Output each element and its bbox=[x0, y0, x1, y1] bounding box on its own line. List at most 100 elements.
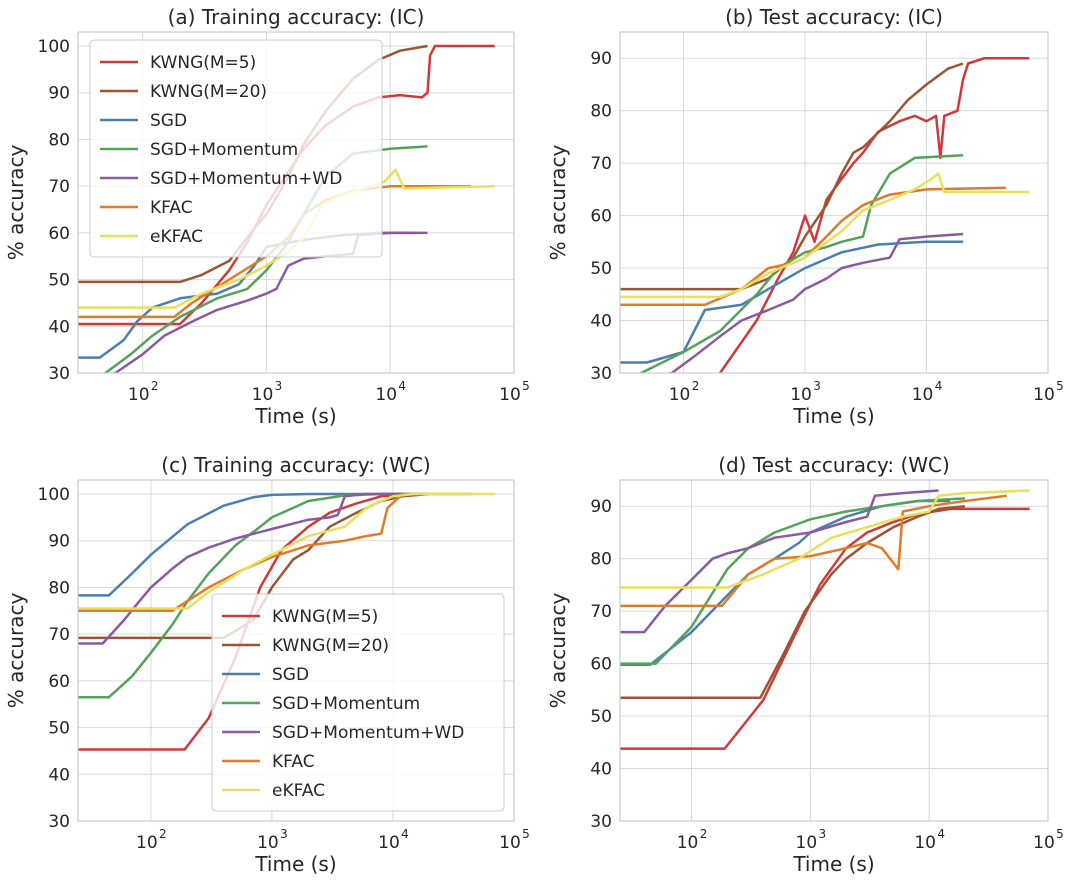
x-tick-exponent: 4 bbox=[935, 379, 943, 393]
series-line-sgd-momentum bbox=[638, 154, 964, 373]
legend-label-kfac: KFAC bbox=[150, 198, 193, 218]
chart-title: (c) Training accuracy: (WC) bbox=[161, 453, 430, 477]
x-tick-exponent: 2 bbox=[692, 379, 700, 393]
y-axis-label: % accuracy bbox=[546, 145, 570, 261]
y-tick-label: 60 bbox=[590, 655, 612, 675]
y-tick-label: 80 bbox=[590, 102, 612, 122]
legend-label-sgd: SGD bbox=[150, 111, 187, 131]
x-tick-label: 10 bbox=[790, 385, 812, 405]
y-tick-label: 70 bbox=[590, 154, 612, 174]
y-tick-label: 30 bbox=[48, 364, 70, 384]
series-line-ekfac bbox=[620, 172, 1030, 299]
series-line-sgd-momentum-wd bbox=[620, 489, 939, 634]
x-tick-exponent: 4 bbox=[401, 827, 409, 841]
x-tick-label: 10 bbox=[128, 385, 150, 405]
legend: KWNG(M=5) KWNG(M=20) SGD SGD+Momentum SGD+Mo… bbox=[211, 593, 505, 812]
series-line-sgd-momentum-wd bbox=[665, 232, 964, 373]
series-line-kfac bbox=[620, 186, 1006, 307]
series-line-sgd-momentum bbox=[620, 497, 965, 665]
y-tick-label: 90 bbox=[590, 497, 612, 517]
x-axis-label: Time (s) bbox=[254, 852, 336, 876]
axes-frame bbox=[77, 479, 515, 822]
y-tick-label: 50 bbox=[590, 707, 612, 727]
x-tick-exponent: 3 bbox=[819, 827, 827, 841]
x-tick-exponent: 5 bbox=[1056, 379, 1064, 393]
y-tick-label: 90 bbox=[48, 84, 70, 104]
series-group bbox=[620, 56, 1030, 373]
legend-box bbox=[89, 39, 383, 258]
series-group bbox=[620, 489, 1030, 750]
legend-label-kwng-m-20: KWNG(M=20) bbox=[150, 82, 267, 102]
legend-label-kwng-m-5: KWNG(M=5) bbox=[150, 53, 256, 73]
y-tick-label: 100 bbox=[38, 37, 70, 57]
x-tick-exponent: 4 bbox=[937, 827, 945, 841]
x-tick-exponent: 5 bbox=[522, 827, 530, 841]
y-axis-label: % accuracy bbox=[546, 593, 570, 709]
series-line-ekfac bbox=[78, 492, 496, 610]
series-line-kwng-m-5 bbox=[620, 507, 1030, 750]
x-axis-label: Time (s) bbox=[792, 852, 874, 876]
axes-frame bbox=[619, 31, 1049, 374]
x-tick-label: 10 bbox=[252, 385, 274, 405]
x-tick-exponent: 4 bbox=[398, 379, 406, 393]
series-line-sgd bbox=[620, 240, 964, 364]
y-tick-label: 50 bbox=[48, 271, 70, 291]
series-line-kwng-m-20 bbox=[620, 504, 966, 699]
x-tick-label: 10 bbox=[499, 385, 521, 405]
y-tick-label: 80 bbox=[590, 550, 612, 570]
x-tick-exponent: 5 bbox=[522, 379, 530, 393]
y-tick-label: 70 bbox=[590, 602, 612, 622]
axes-frame bbox=[619, 479, 1049, 822]
x-tick-label: 10 bbox=[677, 833, 699, 853]
x-tick-label: 10 bbox=[1033, 833, 1055, 853]
y-tick-label: 40 bbox=[590, 760, 612, 780]
x-tick-exponent: 2 bbox=[159, 827, 167, 841]
series-line-kfac bbox=[620, 494, 1007, 608]
legend-label-kfac: KFAC bbox=[272, 752, 315, 772]
x-axis-label: Time (s) bbox=[254, 404, 336, 428]
legend-label-sgd-momentum-wd: SGD+Momentum+WD bbox=[272, 723, 464, 743]
legend-label-kwng-m-20: KWNG(M=20) bbox=[272, 636, 389, 656]
x-tick-exponent: 2 bbox=[700, 827, 708, 841]
chart-title: (b) Test accuracy: (IC) bbox=[725, 5, 943, 29]
x-tick-label: 10 bbox=[257, 833, 279, 853]
legend-label-sgd-momentum: SGD+Momentum bbox=[272, 694, 420, 714]
y-axis-label: % accuracy bbox=[4, 145, 28, 261]
y-tick-label: 60 bbox=[48, 224, 70, 244]
x-tick-label: 10 bbox=[499, 833, 521, 853]
chart-title: (a) Training accuracy: (IC) bbox=[168, 5, 425, 29]
x-tick-label: 10 bbox=[1033, 385, 1055, 405]
x-tick-exponent: 3 bbox=[813, 379, 821, 393]
x-tick-label: 10 bbox=[136, 833, 158, 853]
x-tick-label: 10 bbox=[669, 385, 691, 405]
y-tick-label: 50 bbox=[48, 719, 70, 739]
y-tick-label: 40 bbox=[48, 317, 70, 337]
series-line-sgd-momentum bbox=[78, 492, 430, 699]
x-axis-label: Time (s) bbox=[792, 404, 874, 428]
y-tick-label: 50 bbox=[590, 259, 612, 279]
series-line-sgd bbox=[78, 492, 411, 597]
axes-frame bbox=[77, 31, 515, 374]
legend-label-sgd-momentum: SGD+Momentum bbox=[150, 140, 298, 160]
x-tick-exponent: 3 bbox=[275, 379, 283, 393]
x-tick-label: 10 bbox=[912, 385, 934, 405]
series-line-kfac bbox=[78, 492, 472, 613]
x-tick-exponent: 3 bbox=[280, 827, 288, 841]
x-tick-exponent: 2 bbox=[151, 379, 159, 393]
y-tick-label: 60 bbox=[48, 672, 70, 692]
x-tick-label: 10 bbox=[796, 833, 818, 853]
x-tick-label: 10 bbox=[914, 833, 936, 853]
legend-label-kwng-m-5: KWNG(M=5) bbox=[272, 607, 378, 627]
y-tick-label: 70 bbox=[48, 177, 70, 197]
series-line-ekfac bbox=[620, 489, 1030, 589]
legend-label-ekfac: eKFAC bbox=[272, 781, 325, 801]
y-tick-label: 90 bbox=[590, 49, 612, 69]
y-tick-label: 40 bbox=[590, 312, 612, 332]
y-tick-label: 100 bbox=[38, 485, 70, 505]
legend: KWNG(M=5) KWNG(M=20) SGD SGD+Momentum SGD+Mo… bbox=[89, 39, 383, 258]
y-tick-label: 30 bbox=[48, 812, 70, 832]
